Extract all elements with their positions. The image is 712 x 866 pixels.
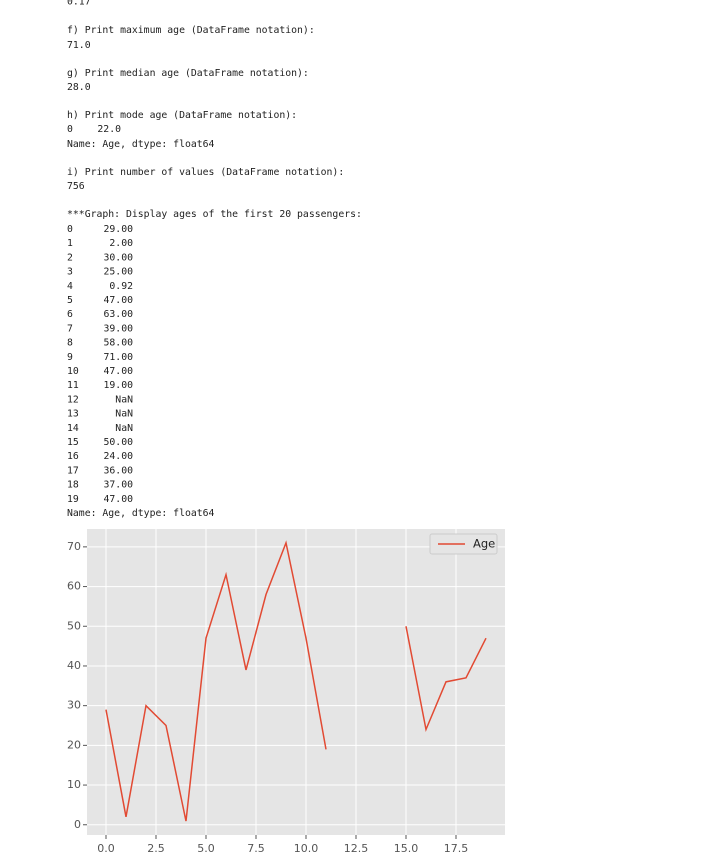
output-line: 0.17 [67, 0, 91, 8]
listing-index: 6 [67, 309, 73, 320]
mode-index: 0 [67, 124, 73, 135]
listing-value: 47.00 [104, 494, 134, 505]
listing-value: 47.00 [104, 366, 134, 377]
listing-index: 10 [67, 366, 79, 377]
listing-value: 24.00 [104, 451, 134, 462]
listing-value: 47.00 [104, 295, 134, 306]
output-line: Name: Age, dtype: float64 [67, 139, 215, 150]
listing-index: 5 [67, 295, 73, 306]
listing-footer: Name: Age, dtype: float64 [67, 508, 215, 519]
listing-value: 29.00 [104, 224, 134, 235]
output-line: 71.0 [67, 40, 91, 51]
y-tick-label: 40 [67, 659, 81, 672]
x-tick-label: 10.0 [294, 842, 319, 855]
x-tick-label: 15.0 [394, 842, 419, 855]
listing-value: 63.00 [104, 309, 134, 320]
listing-index: 15 [67, 437, 79, 448]
output-line: g) Print median age (DataFrame notation)… [67, 68, 309, 79]
listing-index: 2 [67, 252, 73, 263]
listing-value: 2.00 [109, 238, 133, 249]
listing-value: 0.92 [109, 281, 133, 292]
plot-area [87, 529, 505, 835]
listing-value: NaN [115, 394, 133, 405]
listing-index: 7 [67, 323, 73, 334]
y-tick-label: 10 [67, 778, 81, 791]
mode-value: 22.0 [97, 124, 121, 135]
listing-index: 8 [67, 338, 73, 349]
listing-value: 50.00 [104, 437, 134, 448]
listing-value: 19.00 [104, 380, 134, 391]
y-tick-label: 50 [67, 619, 81, 632]
listing-index: 0 [67, 224, 73, 235]
x-tick-label: 5.0 [197, 842, 215, 855]
output-line: i) Print number of values (DataFrame not… [67, 167, 344, 178]
listing-value: 36.00 [104, 465, 134, 476]
listing-value: 30.00 [104, 252, 134, 263]
y-tick-label: 20 [67, 738, 81, 751]
x-tick-label: 0.0 [97, 842, 115, 855]
listing-value: NaN [115, 423, 133, 434]
output-line: 28.0 [67, 82, 91, 93]
legend-label: Age [473, 537, 495, 551]
listing-index: 3 [67, 267, 73, 278]
listing-value: 39.00 [104, 323, 134, 334]
y-tick-label: 60 [67, 580, 81, 593]
listing-index: 17 [67, 465, 79, 476]
listing-index: 18 [67, 480, 79, 491]
data-line [105, 540, 487, 822]
listing-index: 9 [67, 352, 73, 363]
x-tick-label: 12.5 [344, 842, 369, 855]
x-tick-label: 7.5 [247, 842, 265, 855]
output-line: 756 [67, 181, 85, 192]
listing-index: 11 [67, 380, 79, 391]
output-line: ***Graph: Display ages of the first 20 p… [67, 209, 362, 220]
y-tick-label: 0 [74, 818, 81, 831]
listing-index: 13 [67, 409, 79, 420]
listing-index: 14 [67, 423, 79, 434]
y-tick-label: 30 [67, 699, 81, 712]
listing-index: 16 [67, 451, 79, 462]
listing-value: NaN [115, 409, 133, 420]
listing-index: 12 [67, 394, 79, 405]
output-line: f) Print maximum age (DataFrame notation… [67, 25, 315, 36]
listing-index: 1 [67, 238, 73, 249]
output-line: h) Print mode age (DataFrame notation): [67, 110, 297, 121]
x-tick-label: 2.5 [147, 842, 165, 855]
listing-value: 37.00 [104, 480, 134, 491]
listing-value: 71.00 [104, 352, 134, 363]
y-tick-label: 70 [67, 540, 81, 553]
listing-index: 4 [67, 281, 73, 292]
x-tick-label: 17.5 [444, 842, 469, 855]
listing-index: 19 [67, 494, 79, 505]
listing-value: 58.00 [104, 338, 134, 349]
listing-value: 25.00 [104, 267, 134, 278]
